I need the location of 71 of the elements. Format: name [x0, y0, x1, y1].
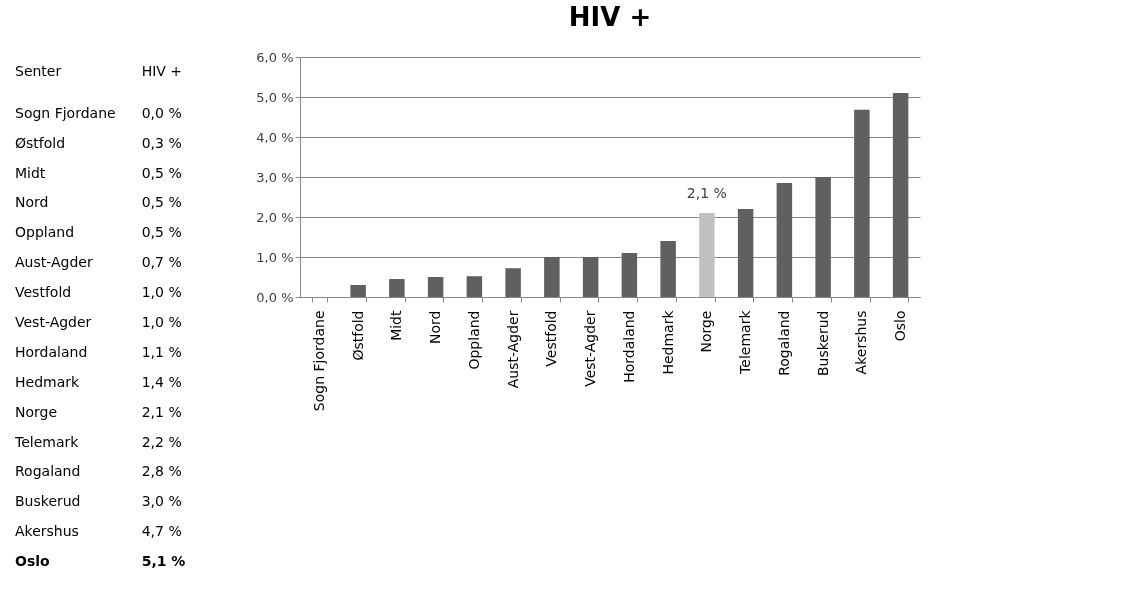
bar — [466, 276, 483, 297]
text: 1,0 % — [141, 313, 182, 330]
bar — [505, 268, 521, 297]
text: 0,5 % — [141, 194, 182, 211]
y-tick-label: 2,0 % — [256, 209, 294, 225]
text: 2,1 % — [141, 403, 182, 420]
x-tick-label: Hedmark — [659, 309, 676, 375]
annotation: 2,1 % — [686, 185, 727, 201]
y-tick-label: 6,0 % — [256, 49, 294, 65]
text: Akershus — [15, 523, 79, 540]
y-tick-label: 4,0 % — [256, 129, 294, 145]
y-tick-label: 5,0 % — [256, 89, 294, 105]
text: 1,1 % — [141, 343, 182, 360]
bar — [350, 285, 366, 297]
bar — [699, 213, 715, 297]
bar — [621, 253, 638, 297]
text: 1,4 % — [141, 373, 182, 390]
x-tick-label: Vest-Agder — [582, 310, 599, 387]
x-tick-label: Nord — [427, 310, 444, 344]
text: Vestfold — [15, 284, 72, 301]
y-tick-label: 0,0 % — [256, 289, 294, 305]
bar — [776, 183, 793, 297]
bar — [582, 257, 599, 297]
x-tick-label: Vestfold — [543, 310, 560, 367]
x-tick-label: Oppland — [465, 310, 482, 370]
bar — [660, 241, 676, 297]
x-tick-label: Aust-Agder — [504, 310, 521, 389]
text: 2,2 % — [141, 433, 182, 450]
text: 0,0 % — [141, 104, 182, 121]
y-tick-label: 1,0 % — [256, 249, 294, 265]
bar — [544, 257, 560, 297]
text: Midt — [15, 164, 46, 181]
x-tick-label: Østfold — [349, 310, 366, 361]
x-tick-label: Midt — [388, 310, 405, 341]
text: 3,0 % — [141, 493, 182, 510]
x-tick-label: Hordaland — [620, 310, 637, 383]
bar — [389, 279, 405, 297]
bar — [854, 109, 870, 297]
text: Norge — [15, 403, 58, 420]
x-tick-label: Rogaland — [775, 310, 792, 376]
x-tick-label: Oslo — [892, 310, 909, 342]
text: Buskerud — [15, 493, 81, 510]
text: Oslo — [15, 553, 51, 570]
x-tick-label: Buskerud — [814, 310, 831, 377]
text: 1,0 % — [141, 284, 182, 301]
x-tick-label: Telemark — [737, 309, 754, 375]
text: 0,5 % — [141, 164, 182, 181]
text: 5,1 % — [141, 553, 186, 570]
text: 0,3 % — [141, 134, 182, 151]
text: 2,8 % — [141, 463, 182, 480]
y-tick-label: 3,0 % — [256, 169, 294, 185]
text: Nord — [15, 194, 49, 211]
bar — [737, 209, 754, 297]
text: Østfold — [15, 134, 66, 151]
text: 4,7 % — [141, 523, 182, 540]
text: 0,5 % — [141, 224, 182, 241]
text: Sogn Fjordane — [15, 104, 116, 121]
bar — [427, 277, 444, 297]
text: Aust-Agder — [15, 254, 93, 271]
text: Rogaland — [15, 463, 81, 480]
x-tick-label: Akershus — [853, 310, 870, 375]
text: HIV + — [141, 62, 183, 79]
x-tick-label: Sogn Fjordane — [310, 310, 327, 412]
bar — [815, 177, 831, 297]
bar — [892, 93, 909, 297]
chart-title: HIV + — [568, 2, 652, 32]
text: Senter — [15, 62, 62, 79]
x-tick-label: Norge — [698, 310, 715, 353]
text: Telemark — [14, 433, 80, 450]
text: 0,7 % — [141, 254, 182, 271]
text: Oppland — [15, 224, 75, 241]
